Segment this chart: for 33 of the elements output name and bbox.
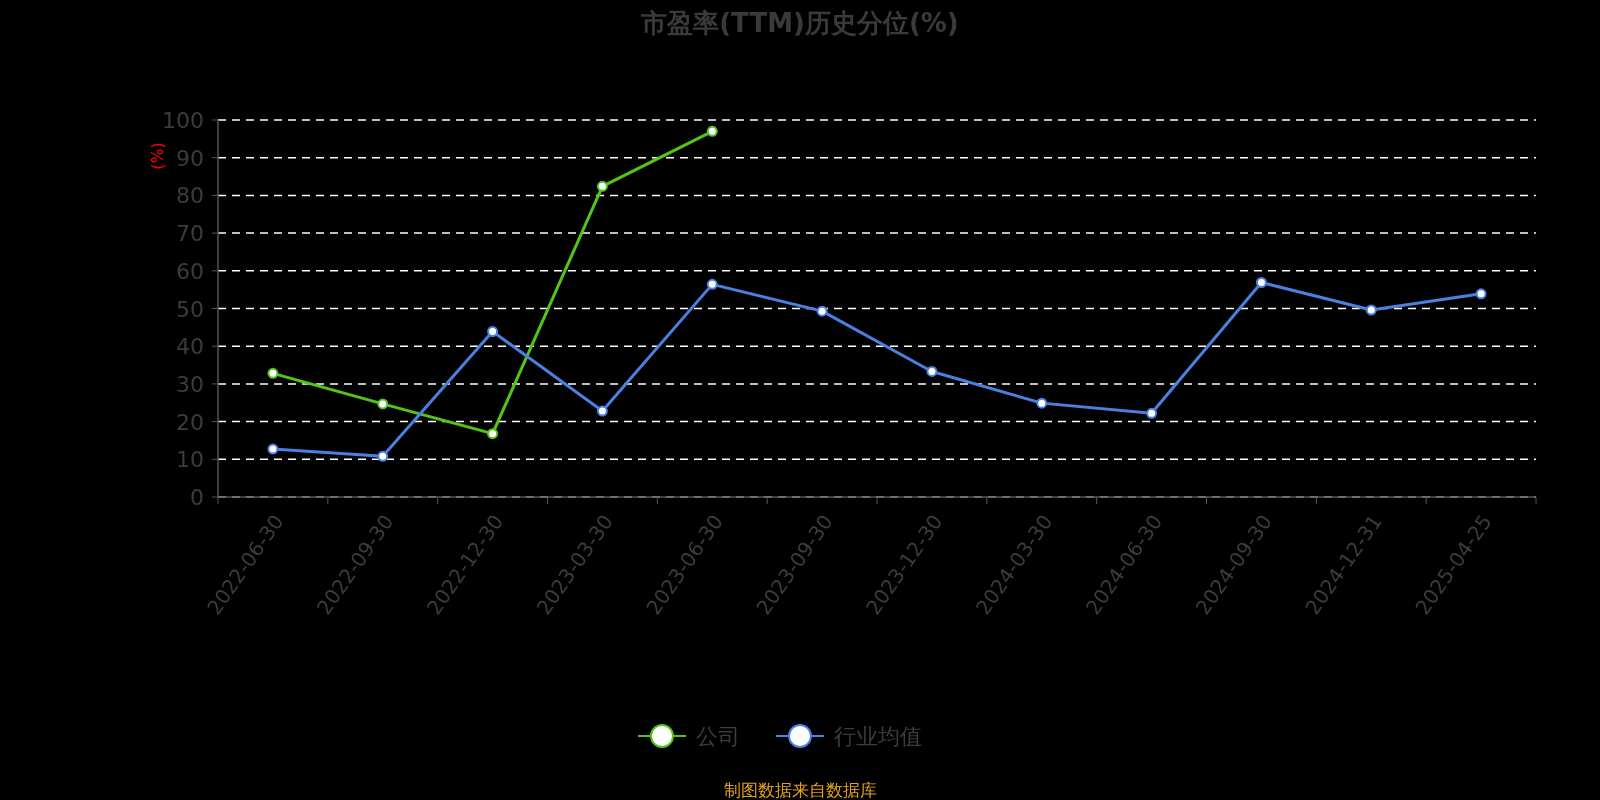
y-tick-label: 70 [176, 221, 204, 247]
point [377, 398, 389, 410]
point [487, 428, 499, 440]
point [1475, 288, 1487, 300]
point [596, 180, 608, 192]
point [706, 278, 718, 290]
y-tick-label: 90 [176, 145, 204, 171]
y-tick-label: 80 [176, 183, 204, 209]
point [596, 405, 608, 417]
text: 制图数据来自数据库 [723, 780, 877, 800]
y-tick-label: 60 [176, 258, 204, 284]
point [1255, 276, 1267, 288]
y-tick-label: 50 [176, 296, 204, 322]
point [926, 365, 938, 377]
y-tick-label: 30 [176, 371, 204, 397]
point [816, 305, 828, 317]
chart-title: 市盈率(TTM)历史分位(%) [640, 8, 959, 38]
point [267, 367, 279, 379]
y-tick-label: 20 [176, 409, 204, 435]
y-tick-label: 40 [176, 334, 204, 360]
point [267, 443, 279, 455]
legend-label: 行业均值 [834, 724, 922, 749]
point [1365, 304, 1377, 316]
point [706, 125, 718, 137]
y-tick-label: 100 [162, 108, 204, 133]
y-tick-label: 0 [190, 485, 204, 510]
point [377, 450, 389, 462]
legend-label: 公司 [696, 724, 740, 749]
y-tick-label: 10 [176, 447, 204, 473]
point [487, 326, 499, 337]
y-axis-title: (%) [148, 142, 167, 170]
point [1146, 407, 1158, 419]
point [1036, 397, 1048, 409]
